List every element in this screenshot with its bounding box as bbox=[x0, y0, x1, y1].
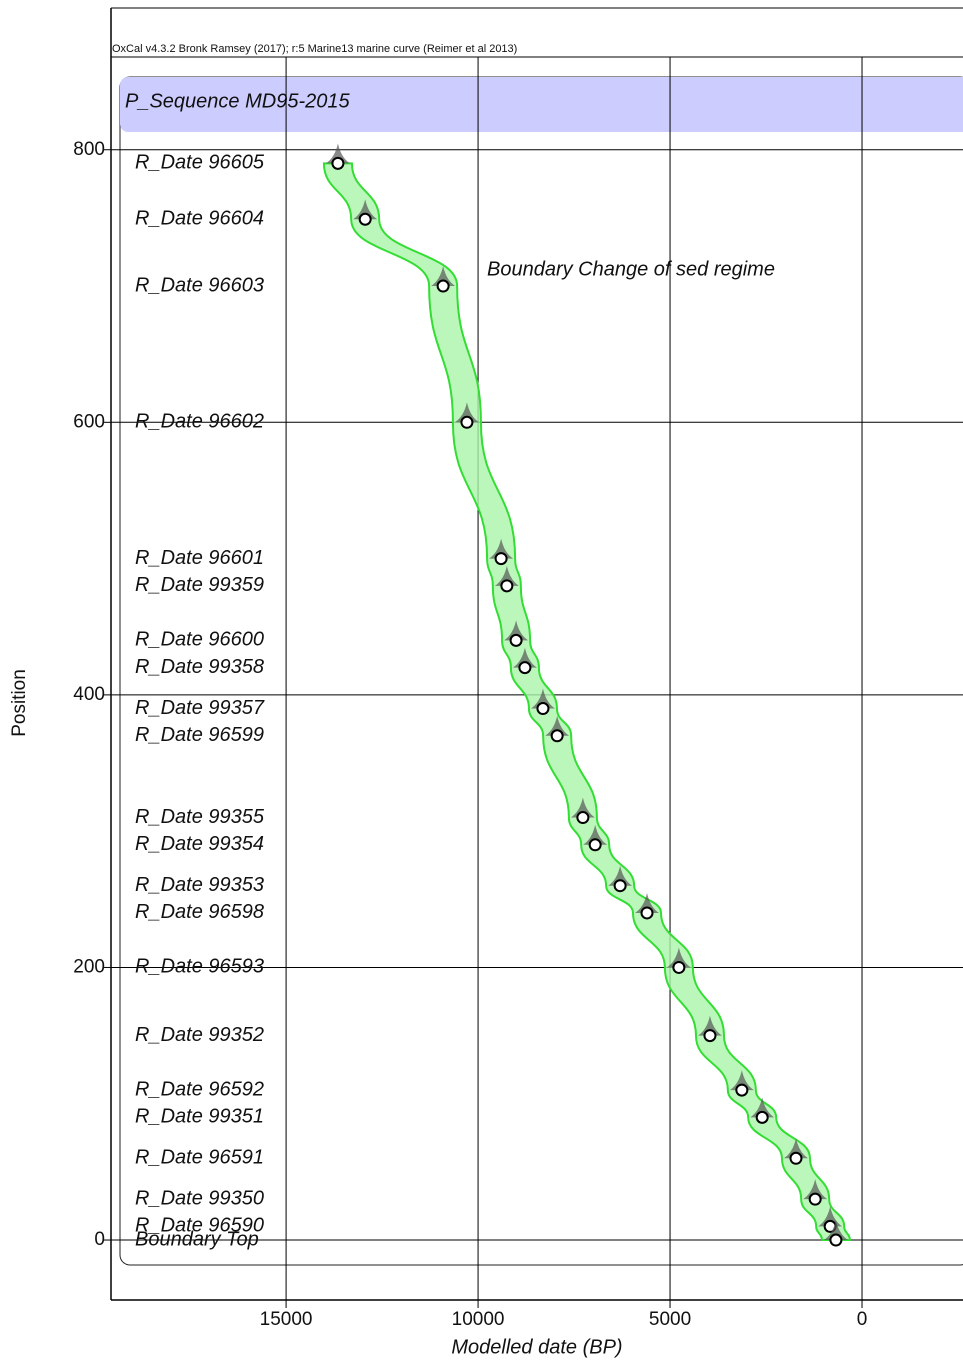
point bbox=[500, 579, 514, 593]
point bbox=[331, 156, 345, 170]
sequence-label: P_Sequence MD95-2015 bbox=[125, 90, 350, 112]
row-label: R_Date 96603 bbox=[135, 274, 264, 296]
distribution bbox=[431, 266, 456, 287]
x-tick-label: 15000 bbox=[260, 1309, 313, 1330]
row-label: R_Date 96598 bbox=[135, 901, 264, 923]
y-tick-label: 200 bbox=[73, 956, 105, 977]
point bbox=[808, 1192, 822, 1206]
row-label: R_Date 99352 bbox=[135, 1024, 264, 1046]
row-label: R_Date 99350 bbox=[135, 1187, 264, 1209]
distribution bbox=[512, 647, 537, 668]
x-tick-label: 0 bbox=[857, 1309, 868, 1330]
distribution bbox=[494, 565, 519, 586]
row-label: Boundary Top bbox=[135, 1228, 259, 1250]
point bbox=[672, 960, 686, 974]
distribution bbox=[635, 892, 660, 913]
point bbox=[789, 1151, 803, 1165]
row-label: R_Date 99359 bbox=[135, 574, 264, 596]
distribution bbox=[504, 620, 529, 641]
point bbox=[829, 1233, 843, 1247]
y-tick-label: 600 bbox=[73, 411, 105, 432]
distribution bbox=[783, 1138, 808, 1159]
distribution bbox=[530, 688, 555, 709]
sequence-header bbox=[120, 77, 963, 132]
point bbox=[613, 879, 627, 893]
row-label: R_Date 99351 bbox=[135, 1106, 264, 1128]
row-label: R_Date 96599 bbox=[135, 724, 264, 746]
distribution bbox=[570, 797, 595, 818]
x-tick-label: 10000 bbox=[452, 1309, 505, 1330]
y-tick-label: 400 bbox=[73, 684, 105, 705]
distribution bbox=[489, 538, 514, 559]
point bbox=[536, 702, 550, 716]
distribution bbox=[353, 199, 378, 220]
row-label: R_Date 96592 bbox=[135, 1078, 264, 1100]
annotation: Boundary Change of sed regime bbox=[487, 258, 775, 280]
y-tick-label: 0 bbox=[94, 1229, 105, 1250]
point bbox=[735, 1083, 749, 1097]
point bbox=[518, 661, 532, 675]
row-label: R_Date 96591 bbox=[135, 1147, 264, 1169]
distribution bbox=[823, 1220, 848, 1241]
row-label: R_Date 99358 bbox=[135, 656, 264, 678]
distribution bbox=[325, 143, 350, 164]
distribution bbox=[750, 1097, 775, 1118]
point bbox=[588, 838, 602, 852]
point bbox=[358, 212, 372, 226]
distribution bbox=[454, 402, 479, 423]
point bbox=[576, 811, 590, 825]
row-label: R_Date 99353 bbox=[135, 874, 264, 896]
distribution bbox=[697, 1015, 722, 1036]
row-label: R_Date 96593 bbox=[135, 956, 264, 978]
x-tick-label: 5000 bbox=[649, 1309, 691, 1330]
row-label: R_Date 96590 bbox=[135, 1215, 264, 1237]
distribution bbox=[545, 715, 570, 736]
point bbox=[494, 552, 508, 566]
row-label: R_Date 96601 bbox=[135, 547, 264, 569]
distribution bbox=[729, 1070, 754, 1091]
row-label: R_Date 96605 bbox=[135, 152, 265, 174]
x-axis-label: Modelled date (BP) bbox=[451, 1336, 622, 1358]
distribution bbox=[666, 947, 691, 968]
point bbox=[755, 1110, 769, 1124]
model-envelope bbox=[322, 162, 851, 1242]
row-label: R_Date 96602 bbox=[135, 411, 264, 433]
row-label: R_Date 99355 bbox=[135, 806, 265, 828]
row-label: R_Date 99354 bbox=[135, 833, 264, 855]
row-label: R_Date 99357 bbox=[135, 697, 265, 719]
distribution bbox=[803, 1179, 828, 1200]
point bbox=[509, 633, 523, 647]
point bbox=[436, 279, 450, 293]
point bbox=[703, 1029, 717, 1043]
chart-title: OxCal v4.3.2 Bronk Ramsey (2017); r:5 Ma… bbox=[112, 43, 517, 55]
row-label: R_Date 96600 bbox=[135, 629, 264, 651]
distribution bbox=[608, 865, 633, 886]
point bbox=[460, 415, 474, 429]
row-label: R_Date 96604 bbox=[135, 208, 264, 230]
point bbox=[550, 729, 564, 743]
y-tick-label: 800 bbox=[73, 139, 105, 160]
y-axis-label: Position bbox=[9, 669, 30, 737]
distribution bbox=[583, 824, 608, 845]
point bbox=[640, 906, 654, 920]
